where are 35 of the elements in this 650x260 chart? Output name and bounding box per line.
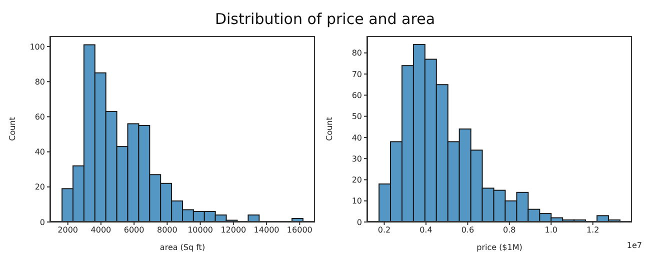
x-axis-title: price ($1M) [476, 243, 522, 252]
x-tick-label: 4000 [90, 226, 112, 235]
x-axis-title: area (Sq ft) [160, 243, 206, 252]
x-tick-label: 0.8 [503, 226, 516, 235]
y-tick-label: 40 [352, 133, 362, 142]
x-tick-label: 12000 [220, 226, 246, 235]
y-axis-title: Count [8, 117, 17, 141]
y-tick-label: 60 [34, 112, 45, 122]
y-tick-label: 80 [352, 48, 362, 58]
y-tick-label: 20 [34, 182, 45, 192]
text: 1e7 [626, 241, 642, 250]
y-tick-label: 100 [30, 42, 45, 52]
x-tick-label: 1.0 [544, 226, 558, 235]
x-tick-label: 2000 [58, 226, 78, 235]
x-tick-label: 14000 [254, 226, 280, 235]
y-tick-label: 50 [352, 112, 362, 122]
y-tick-label: 30 [352, 154, 362, 164]
y-tick-label: 60 [352, 91, 362, 100]
x-tick-label: 8000 [157, 226, 178, 235]
x-tick-label: 16000 [286, 226, 312, 235]
y-tick-label: 70 [352, 70, 362, 79]
x-tick-label: 0.6 [461, 226, 474, 235]
x-tick-label: 6000 [124, 226, 144, 235]
y-tick-label: 20 [352, 176, 362, 185]
y-axis-title: Count [324, 117, 334, 141]
x-tick-label: 0.2 [378, 226, 391, 235]
y-tick-label: 0 [356, 218, 362, 227]
chart-title: Distribution of price and area [214, 9, 436, 30]
x-tick-label: 10000 [188, 226, 214, 235]
y-tick-label: 40 [34, 148, 45, 157]
y-tick-label: 10 [352, 196, 362, 206]
y-tick-label: 0 [40, 218, 45, 227]
y-tick-label: 80 [34, 77, 45, 86]
x-tick-label: 0.4 [420, 226, 432, 235]
x-tick-label: 1.2 [586, 226, 600, 235]
